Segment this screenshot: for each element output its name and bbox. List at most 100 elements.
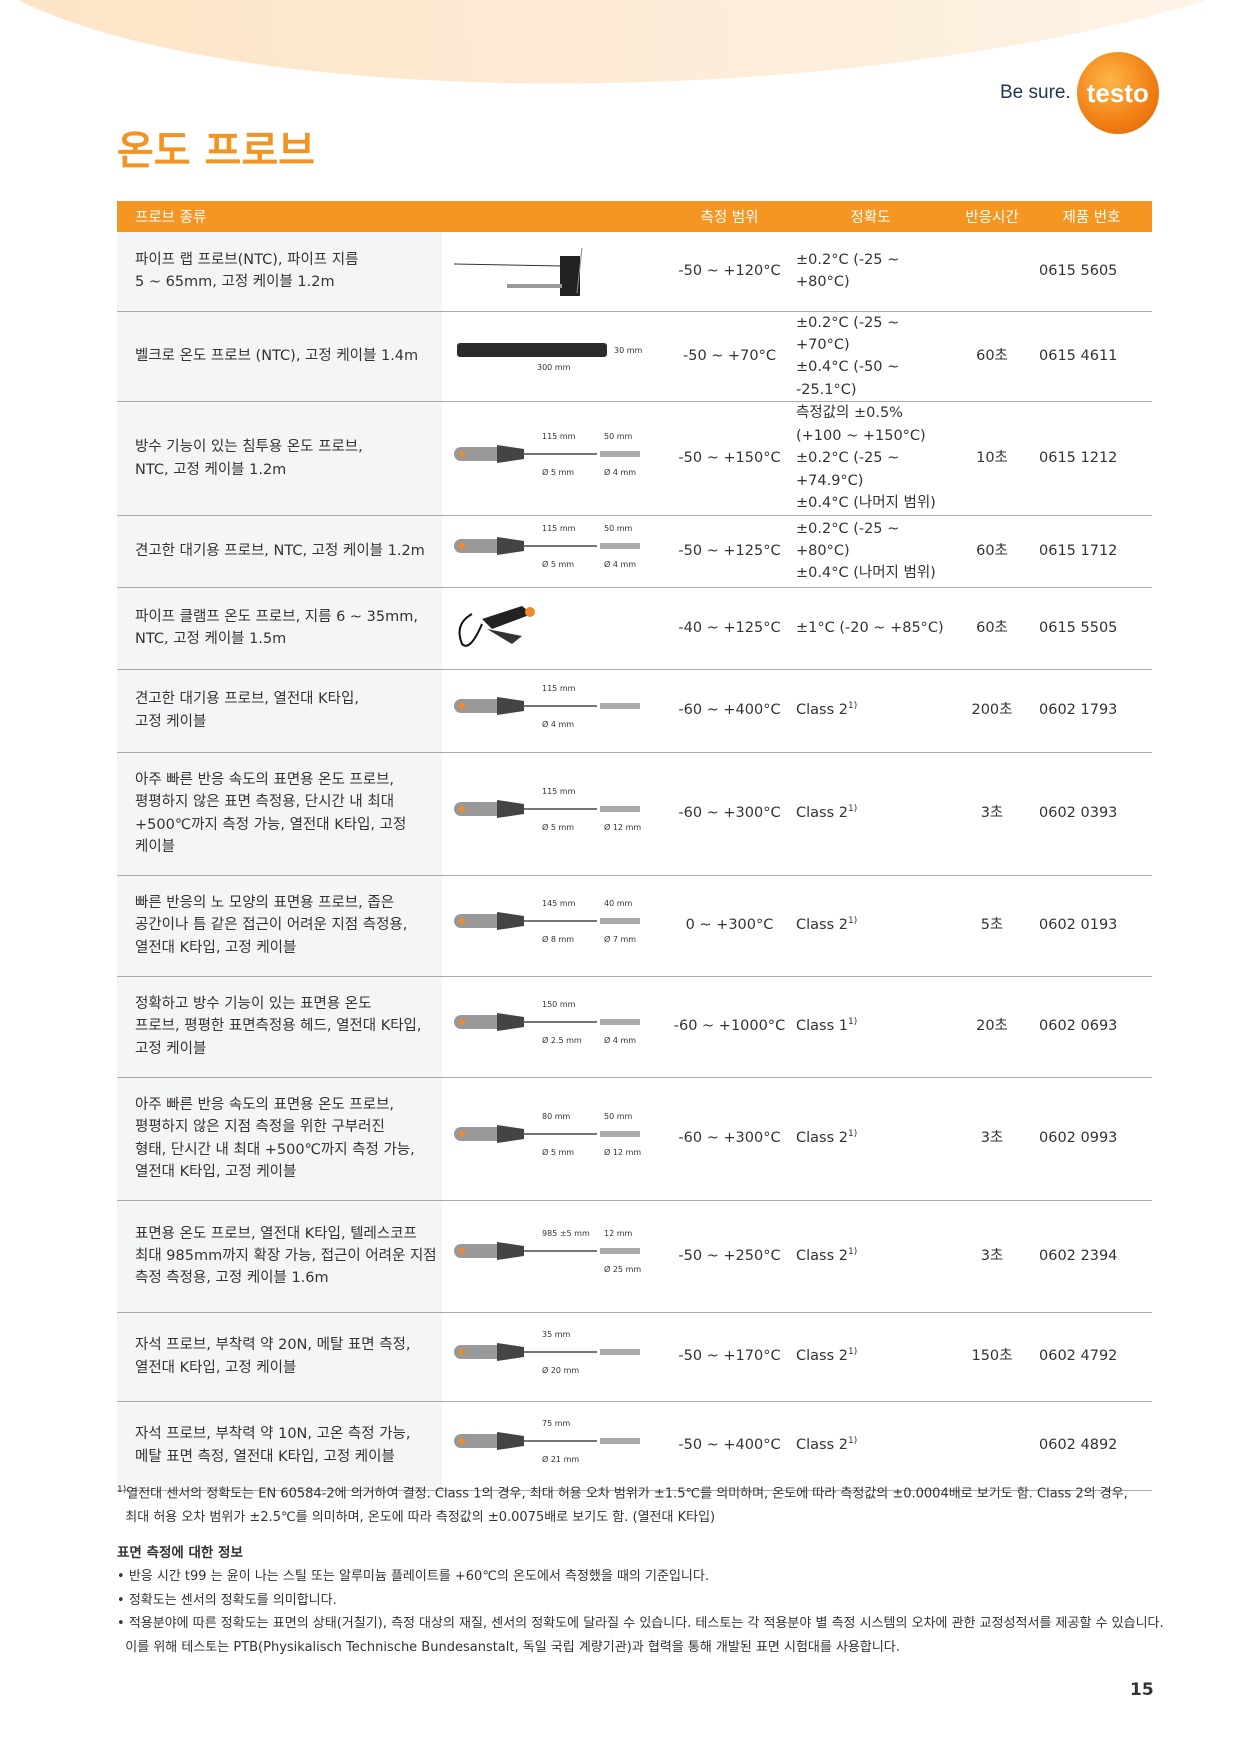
table-row: 방수 기능이 있는 침투용 온도 프로브, NTC, 고정 케이블 1.2m 11… (117, 401, 1152, 516)
measuring-range: -50 ~ +150°C (671, 401, 788, 516)
probe-description: 방수 기능이 있는 침투용 온도 프로브, NTC, 고정 케이블 1.2m (117, 401, 442, 516)
accuracy: ±0.2°C (-25 ~ +70°C) ±0.4°C (-50 ~ -25.1°… (788, 311, 953, 403)
part-number: 0615 5505 (1031, 587, 1152, 670)
table-row: 견고한 대기용 프로브, 열전대 K타입, 고정 케이블 115 mm Ø 4 mm… (117, 669, 1152, 753)
part-number: 0602 1793 (1031, 669, 1152, 753)
measuring-range: -50 ~ +125°C (671, 515, 788, 588)
part-number: 0602 0993 (1031, 1077, 1152, 1201)
info-bullet: • 적용분야에 따른 정확도는 표면의 상태(거칠기), 측정 대상의 재질, … (117, 1616, 1164, 1655)
dimension-label: 115 mm (542, 684, 576, 693)
probe-description: 견고한 대기용 프로브, NTC, 고정 케이블 1.2m (117, 515, 442, 588)
accuracy: Class 21) (788, 1077, 953, 1201)
response-time: 10초 (953, 401, 1031, 516)
accuracy: ±1°C (-20 ~ +85°C) (788, 587, 953, 670)
dimension-label: Ø 4 mm (604, 467, 636, 477)
probe-image-cell: 115 mm 50 mm Ø 5 mm Ø 4 mm (442, 515, 671, 588)
info-title: 표면 측정에 대한 정보 (117, 1545, 243, 1562)
dimension-label: Ø 5 mm (542, 559, 574, 569)
accuracy: 측정값의 ±0.5% (+100 ~ +150°C) ±0.2°C (-25 ~ +… (788, 401, 953, 516)
dimension-label: Ø 5 mm (542, 1147, 574, 1157)
probe-description: 파이프 클램프 온도 프로브, 지름 6 ~ 35mm, NTC, 고정 케이블 … (117, 587, 442, 670)
measuring-range: 0 ~ +300°C (671, 875, 788, 977)
info-bullet: • 반응 시간 t99 는 윤이 나는 스틸 또는 알루미늄 플레이트를 +60… (117, 1569, 709, 1585)
measuring-range: -60 ~ +300°C (671, 1077, 788, 1201)
measuring-range: -60 ~ +300°C (671, 752, 788, 876)
dimension-label: Ø 25 mm (604, 1264, 641, 1274)
measuring-range: -50 ~ +170°C (671, 1312, 788, 1402)
table-row: 아주 빠른 반응 속도의 표면용 온도 프로브, 평평하지 않은 표면 측정용, … (117, 752, 1152, 876)
probe-image-cell (442, 232, 671, 312)
probe-image: 115 mm 50 mm Ø 5 mm Ø 4 mm (454, 524, 640, 569)
part-number: 0602 0193 (1031, 875, 1152, 977)
table-row: 파이프 클램프 온도 프로브, 지름 6 ~ 35mm, NTC, 고정 케이블 … (117, 587, 1152, 670)
probe-description: 자석 프로브, 부착력 약 20N, 메탈 표면 측정, 열전대 K타입, 고정 … (117, 1312, 442, 1402)
measuring-range: -50 ~ +70°C (671, 311, 788, 403)
probe-description: 아주 빠른 반응 속도의 표면용 온도 프로브, 평평하지 않은 표면 측정용, … (117, 752, 442, 876)
info-bullet: • 정확도는 센서의 정확도를 의미합니다. (117, 1592, 337, 1608)
accuracy: Class 21) (788, 669, 953, 753)
dimension-label: Ø 4 mm (604, 559, 636, 569)
dimension-label: 115 mm (542, 432, 576, 441)
dimension-label: Ø 7 mm (604, 934, 636, 944)
response-time: 3초 (953, 1200, 1031, 1313)
probe-image: 75 mm Ø 21 mm (454, 1419, 640, 1464)
accuracy: ±0.2°C (-25 ~ +80°C) (788, 232, 953, 312)
dimension-label: 75 mm (542, 1419, 571, 1428)
dimension-label: 50 mm (604, 432, 633, 441)
dimension-label: Ø 21 mm (542, 1454, 579, 1464)
probe-image: 115 mm Ø 4 mm (454, 684, 640, 729)
probe-image: 985 ±5 mm 12 mm Ø 25 mm (454, 1229, 641, 1274)
dimension-label: Ø 20 mm (542, 1365, 579, 1375)
probe-image: 145 mm 40 mm Ø 8 mm Ø 7 mm (454, 899, 640, 944)
probe-description: 정확하고 방수 기능이 있는 표면용 온도 프로브, 평평한 표면측정용 헤드, … (117, 976, 442, 1078)
probe-image: 115 mm 50 mm Ø 5 mm Ø 4 mm (454, 432, 640, 477)
accuracy: Class 21) (788, 1200, 953, 1313)
table-row: 표면용 온도 프로브, 열전대 K타입, 텔레스코프 최대 985mm까지 확장 … (117, 1200, 1152, 1313)
dimension-label: 40 mm (604, 899, 633, 908)
footnote: 1)열전대 센서의 정확도는 EN 60584-2에 의거하여 결정. Clas… (117, 1485, 1128, 1525)
dimension-label: Ø 5 mm (542, 822, 574, 832)
measuring-range: -60 ~ +400°C (671, 669, 788, 753)
probe-image: 80 mm 50 mm Ø 5 mm Ø 12 mm (454, 1112, 641, 1157)
probe-description: 파이프 랩 프로브(NTC), 파이프 지름 5 ~ 65mm, 고정 케이블 1… (117, 232, 442, 312)
dimension-label: Ø 2.5 mm (542, 1035, 582, 1045)
response-time: 5초 (953, 875, 1031, 977)
part-number: 0602 2394 (1031, 1200, 1152, 1313)
table-row: 빠른 반응의 노 모양의 표면용 프로브, 좁은 공간이나 틈 같은 접근이 어려… (117, 875, 1152, 977)
col-type: 프로브 종류 (117, 201, 671, 232)
response-time: 60초 (953, 311, 1031, 403)
probe-image-cell: 985 ±5 mm 12 mm Ø 25 mm (442, 1200, 671, 1313)
table-row: 자석 프로브, 부착력 약 10N, 고온 측정 가능, 메탈 표면 측정, 열전… (117, 1401, 1152, 1491)
accuracy: Class 21) (788, 752, 953, 876)
table-row: 정확하고 방수 기능이 있는 표면용 온도 프로브, 평평한 표면측정용 헤드, … (117, 976, 1152, 1078)
part-number: 0615 4611 (1031, 311, 1152, 403)
accuracy: ±0.2°C (-25 ~ +80°C) ±0.4°C (나머지 범위) (788, 515, 953, 588)
response-time: 200초 (953, 669, 1031, 753)
table-row: 파이프 랩 프로브(NTC), 파이프 지름 5 ~ 65mm, 고정 케이블 1… (117, 232, 1152, 312)
dimension-label: Ø 4 mm (604, 1035, 636, 1045)
dimension-label: 12 mm (604, 1229, 633, 1238)
part-number: 0615 1212 (1031, 401, 1152, 516)
dimension-label: 115 mm (542, 524, 576, 533)
col-accuracy: 정확도 (788, 201, 953, 232)
probe-image-cell: 35 mm Ø 20 mm (442, 1312, 671, 1402)
testo-logo: Be sure. testo (1000, 52, 1159, 134)
part-number: 0602 0693 (1031, 976, 1152, 1078)
accuracy: Class 21) (788, 1401, 953, 1491)
dimension-label: Ø 12 mm (604, 1147, 641, 1157)
probe-table: 프로브 종류 측정 범위 정확도 반응시간 제품 번호 파이프 랩 프로브(NT… (117, 201, 1152, 1491)
response-time (953, 232, 1031, 312)
col-part-number: 제품 번호 (1031, 201, 1152, 232)
probe-image: 115 mm Ø 5 mm Ø 12 mm (454, 787, 641, 832)
response-time: 3초 (953, 1077, 1031, 1201)
table-row: 벨크로 온도 프로브 (NTC), 고정 케이블 1.4m 300 mm 30 m… (117, 311, 1152, 403)
part-number: 0615 1712 (1031, 515, 1152, 588)
accuracy: Class 21) (788, 875, 953, 977)
accuracy: Class 21) (788, 1312, 953, 1402)
part-number: 0602 4792 (1031, 1312, 1152, 1402)
probe-image-cell: 145 mm 40 mm Ø 8 mm Ø 7 mm (442, 875, 671, 977)
dimension-label: Ø 4 mm (542, 719, 574, 729)
pipe-clamp-probe-image (458, 606, 535, 648)
dimension-label: 50 mm (604, 1112, 633, 1121)
probe-image-cell: 115 mm Ø 4 mm (442, 669, 671, 753)
